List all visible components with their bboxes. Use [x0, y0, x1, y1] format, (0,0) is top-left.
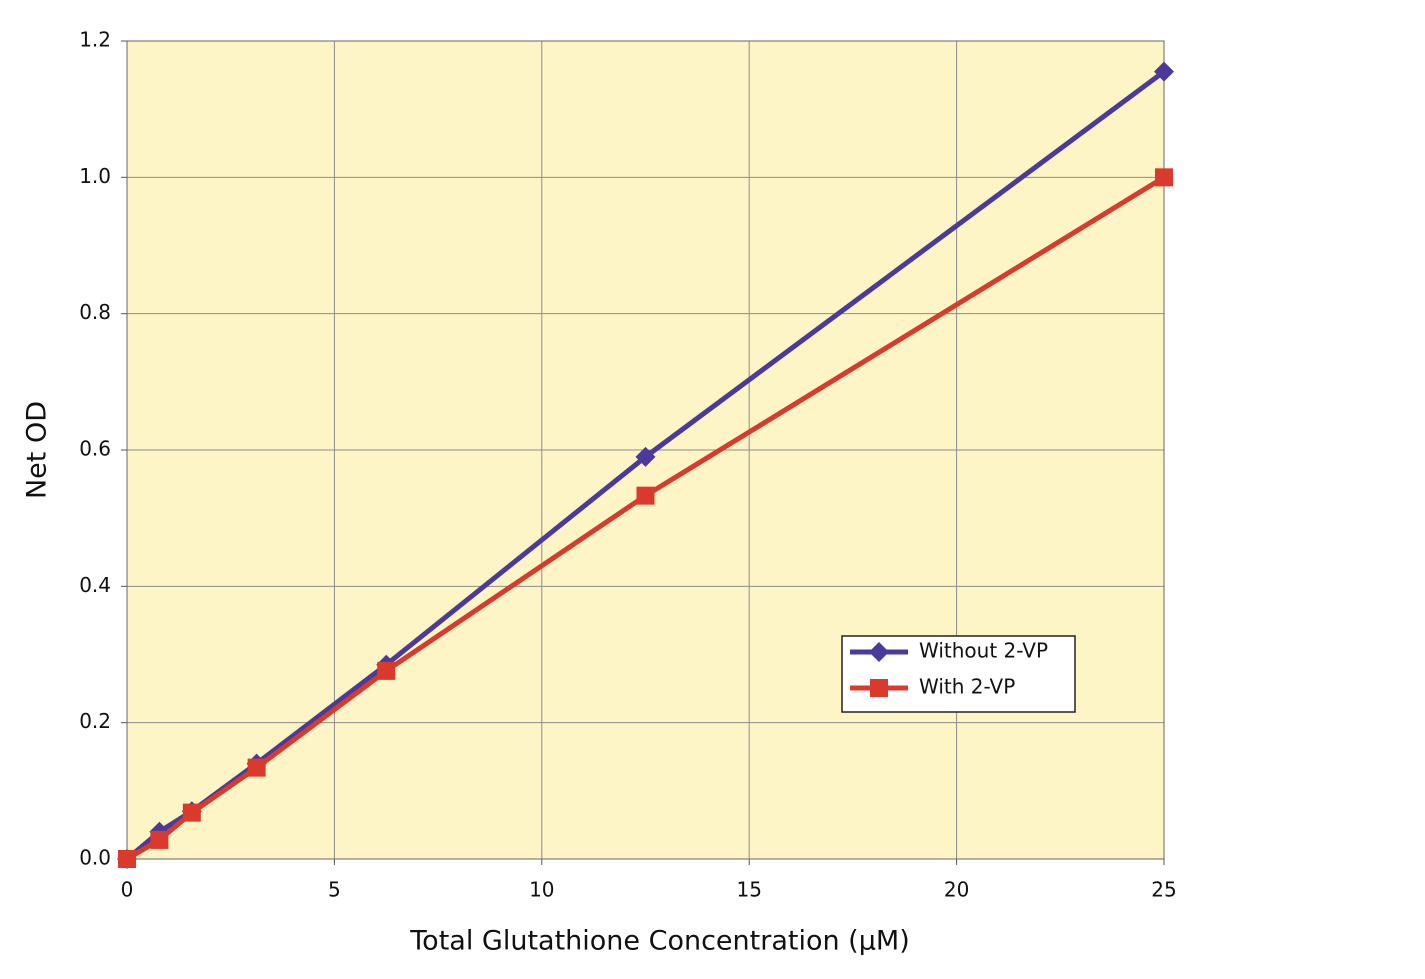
x-tick-label: 15: [736, 878, 761, 902]
y-axis-label: Net OD: [22, 401, 53, 499]
y-tick-label: 0.2: [79, 709, 111, 733]
marker: [247, 758, 266, 777]
marker: [635, 446, 656, 467]
marker: [150, 830, 169, 849]
marker: [636, 486, 655, 505]
marker: [377, 661, 396, 680]
marker: [1154, 61, 1174, 82]
legend-label: Without 2-VP: [919, 639, 1048, 663]
y-tick-label: 0.0: [79, 846, 111, 870]
x-tick-label: 10: [529, 878, 554, 902]
y-tick-label: 0.6: [79, 437, 111, 461]
x-tick-label: 25: [1151, 878, 1176, 902]
y-tick-label: 0.8: [79, 300, 111, 324]
x-axis-label: Total Glutathione Concentration (μM): [409, 926, 909, 957]
marker: [118, 850, 136, 868]
legend-marker: [870, 679, 888, 697]
y-tick-label: 1.0: [79, 164, 111, 188]
legend-marker: [869, 642, 889, 662]
x-tick-label: 20: [944, 878, 969, 902]
plot-border: [126, 40, 1165, 860]
marker: [182, 803, 201, 822]
marker: [1155, 168, 1173, 187]
y-tick-label: 0.4: [79, 573, 111, 597]
y-tick-label: 1.2: [79, 28, 111, 52]
x-tick-label: 0: [121, 878, 134, 902]
legend-label: With 2-VP: [919, 675, 1015, 699]
x-tick-label: 5: [328, 878, 341, 902]
